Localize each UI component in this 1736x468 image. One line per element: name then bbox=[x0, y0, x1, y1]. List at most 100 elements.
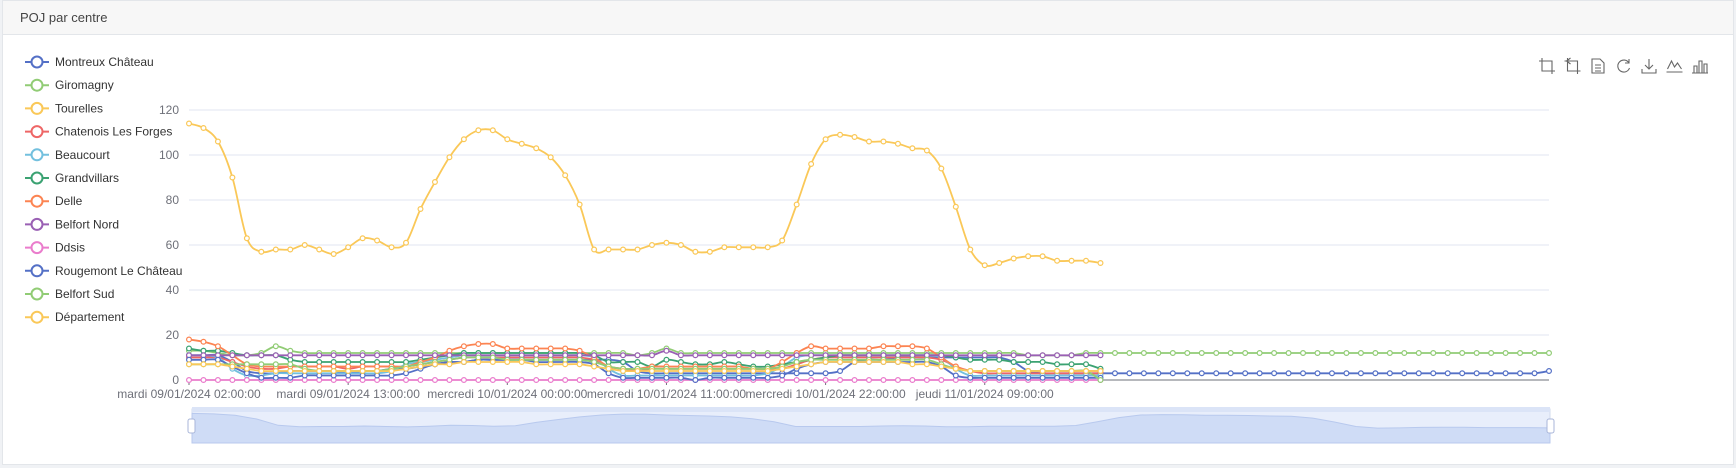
data-point bbox=[258, 248, 265, 255]
data-point bbox=[1271, 370, 1278, 377]
zoom-reset-icon[interactable] bbox=[1564, 57, 1581, 74]
legend-label: Montreux Château bbox=[55, 55, 154, 69]
data-point bbox=[706, 368, 713, 375]
data-point bbox=[735, 244, 742, 251]
data-point bbox=[880, 343, 887, 350]
data-point bbox=[518, 377, 525, 384]
data-point bbox=[1039, 359, 1046, 366]
zoom-icon[interactable] bbox=[1539, 58, 1555, 74]
line-chart-icon[interactable] bbox=[1666, 58, 1683, 74]
data-point bbox=[865, 377, 872, 384]
data-point bbox=[1025, 368, 1032, 375]
data-point bbox=[1155, 350, 1162, 357]
data-point bbox=[1054, 352, 1061, 359]
data-point bbox=[301, 368, 308, 375]
data-point bbox=[200, 377, 207, 384]
data-point bbox=[822, 359, 829, 366]
data-point bbox=[1054, 361, 1061, 368]
data-point bbox=[518, 345, 525, 352]
data-point bbox=[648, 242, 655, 249]
legend-item-montreux-chateau[interactable]: Montreux Château bbox=[25, 55, 154, 69]
data-point bbox=[894, 140, 901, 147]
restore-icon[interactable] bbox=[1616, 58, 1632, 74]
data-point bbox=[808, 361, 815, 368]
legend-item-giromagny[interactable]: Giromagny bbox=[25, 78, 114, 92]
data-point bbox=[460, 343, 467, 350]
data-point bbox=[431, 377, 438, 384]
data-point bbox=[1010, 359, 1017, 366]
data-point bbox=[808, 370, 815, 377]
data-point bbox=[1213, 350, 1220, 357]
data-point bbox=[880, 138, 887, 145]
data-point bbox=[489, 377, 496, 384]
legend-marker bbox=[30, 287, 44, 301]
data-point bbox=[1126, 350, 1133, 357]
legend[interactable]: Montreux Château Giromagny Tourelles Chaten… bbox=[25, 55, 182, 324]
legend-item-belfort-nord[interactable]: Belfort Nord bbox=[25, 217, 119, 231]
data-point bbox=[214, 377, 221, 384]
data-point bbox=[359, 352, 366, 359]
legend-marker bbox=[30, 101, 44, 115]
legend-label: Delle bbox=[55, 194, 83, 208]
data-point bbox=[938, 363, 945, 370]
data-point bbox=[431, 361, 438, 368]
data-point bbox=[721, 374, 728, 381]
data-point bbox=[475, 341, 482, 348]
bar-chart-icon[interactable] bbox=[1692, 58, 1708, 74]
y-tick-label: 100 bbox=[159, 148, 179, 162]
save-image-icon[interactable] bbox=[1641, 58, 1657, 74]
data-point bbox=[634, 368, 641, 375]
data-point bbox=[1372, 370, 1379, 377]
data-point bbox=[677, 374, 684, 381]
data-point bbox=[1111, 370, 1118, 377]
data-point bbox=[981, 262, 988, 269]
data-point bbox=[374, 237, 381, 244]
data-point bbox=[186, 345, 193, 352]
data-point bbox=[605, 246, 612, 253]
data-point bbox=[837, 368, 844, 375]
datazoom-move-bar[interactable] bbox=[192, 407, 1550, 412]
legend-item-grandvillars[interactable]: Grandvillars bbox=[25, 171, 119, 185]
data-point bbox=[1545, 350, 1552, 357]
legend-item-departement[interactable]: Département bbox=[25, 310, 125, 324]
series-line bbox=[188, 338, 1101, 373]
datazoom-handle-right[interactable] bbox=[1546, 418, 1555, 434]
legend-marker bbox=[30, 125, 44, 139]
legend-marker bbox=[30, 171, 44, 185]
data-point bbox=[446, 361, 453, 368]
legend-item-tourelles[interactable]: Tourelles bbox=[25, 101, 103, 115]
data-point bbox=[1256, 370, 1263, 377]
data-point bbox=[605, 377, 612, 384]
data-view-icon[interactable] bbox=[1590, 58, 1606, 74]
legend-marker bbox=[30, 310, 44, 324]
data-point bbox=[518, 140, 525, 147]
data-point bbox=[431, 179, 438, 186]
y-tick-label: 120 bbox=[159, 103, 179, 117]
data-point bbox=[460, 377, 467, 384]
data-point bbox=[272, 361, 279, 368]
data-point bbox=[243, 235, 250, 242]
datazoom-handle-left[interactable] bbox=[187, 418, 196, 434]
data-point bbox=[735, 352, 742, 359]
data-point bbox=[952, 203, 959, 210]
data-point bbox=[909, 377, 916, 384]
data-point bbox=[388, 368, 395, 375]
legend-item-chatenois-les-forges[interactable]: Chatenois Les Forges bbox=[25, 125, 172, 139]
legend-item-rougemont-le-chateau[interactable]: Rougemont Le Château bbox=[25, 264, 182, 278]
legend-label: Grandvillars bbox=[55, 171, 119, 185]
legend-item-ddsis[interactable]: Ddsis bbox=[25, 241, 85, 255]
toolbox[interactable] bbox=[1539, 57, 1708, 74]
legend-item-beaucourt[interactable]: Beaucourt bbox=[25, 148, 110, 162]
data-point bbox=[1328, 370, 1335, 377]
data-point bbox=[504, 136, 511, 143]
legend-item-delle[interactable]: Delle bbox=[25, 194, 83, 208]
series-line bbox=[188, 360, 1101, 373]
legend-item-belfort-sud[interactable]: Belfort Sud bbox=[25, 287, 114, 301]
data-point bbox=[793, 363, 800, 370]
y-tick-label: 20 bbox=[166, 328, 180, 342]
datazoom-slider[interactable] bbox=[187, 407, 1555, 444]
data-point bbox=[186, 361, 193, 368]
data-point bbox=[200, 361, 207, 368]
data-point bbox=[663, 347, 670, 354]
data-point bbox=[663, 368, 670, 375]
